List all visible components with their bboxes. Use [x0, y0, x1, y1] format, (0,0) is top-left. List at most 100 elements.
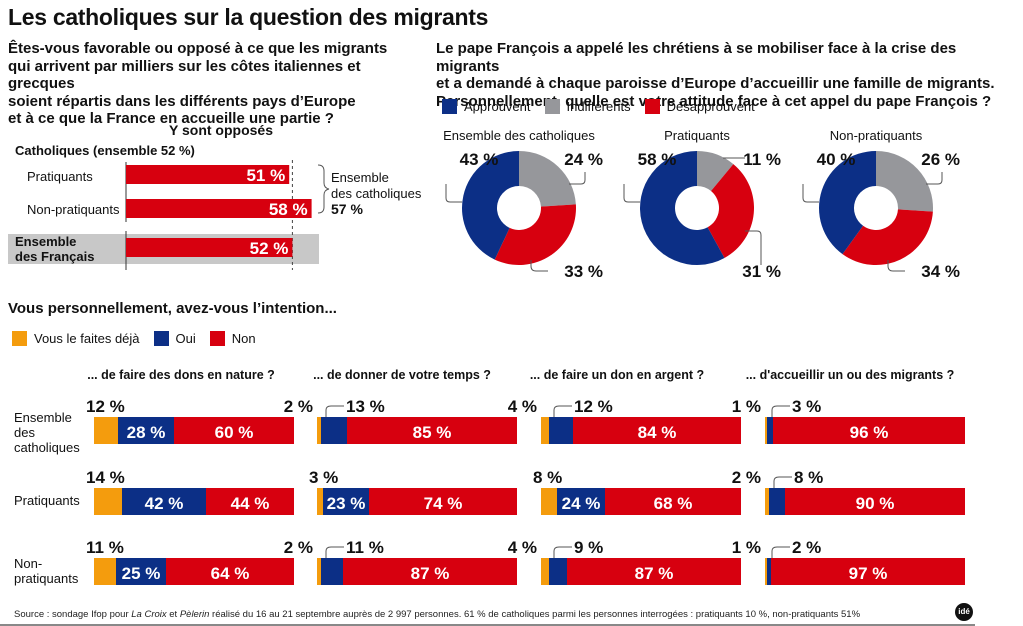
- legend-swatch-gray: [544, 99, 560, 114]
- legend-item-deja: Vous le faites déjà: [12, 331, 140, 346]
- leader-line: [569, 172, 586, 185]
- segment-value-label: 2 %: [284, 397, 313, 416]
- group-label: Catholiques (ensemble 52 %): [15, 143, 195, 158]
- stacked-segment: [321, 417, 347, 444]
- stacked-segment: [541, 558, 549, 585]
- row-label-line: Non-: [14, 556, 43, 571]
- segment-value-label: 11 %: [86, 538, 124, 557]
- segment-value-label: 1 %: [732, 538, 761, 557]
- stacked-segment: [549, 417, 573, 444]
- legend-label: Indifférents: [566, 99, 631, 114]
- row-label-pratiquants: Pratiquants: [14, 493, 80, 508]
- segment-value-label: 44 %: [231, 494, 270, 513]
- segment-value-label: 60 %: [215, 423, 254, 442]
- donut-slice: [640, 151, 725, 265]
- brace-label-line: Ensemble: [331, 170, 389, 185]
- bar: [126, 199, 312, 218]
- stacked-segment: [771, 558, 965, 585]
- stacked-segment: [369, 488, 517, 515]
- question-1-line: qui arrivent par milliers sur les côtes …: [8, 57, 361, 93]
- donut-legend: Approuvent Indifférents Désapprouvent: [442, 99, 769, 114]
- legend-swatch-blue: [153, 331, 169, 346]
- leader-line: [553, 546, 572, 558]
- segment-value-label: 12 %: [574, 397, 613, 416]
- legend-label: Oui: [175, 331, 196, 346]
- stacked-segment: [567, 558, 741, 585]
- ide-logo: idé: [955, 603, 973, 621]
- bar-value-label: 58 %: [269, 200, 308, 219]
- stacked-segment: [767, 558, 771, 585]
- donut-title: Pratiquants: [664, 128, 730, 143]
- stacked-segment: [541, 488, 557, 515]
- question-2-line: Personnellement, quelle est votre attitu…: [436, 92, 992, 110]
- legend-item-oui: Oui: [153, 331, 196, 346]
- segment-value-label: 74 %: [424, 494, 463, 513]
- source-text: et: [166, 609, 180, 620]
- stacked-segment: [166, 558, 294, 585]
- brace-icon: [317, 164, 330, 214]
- donut-slice: [519, 151, 576, 207]
- stacked-segment: [765, 558, 767, 585]
- question-2: Le pape François a appelé les chrétiens …: [436, 40, 1016, 110]
- segment-value-label: 3 %: [792, 397, 821, 416]
- stacked-segment: [317, 417, 321, 444]
- leader-line: [773, 476, 792, 488]
- segment-value-label: 14 %: [86, 468, 125, 487]
- question-2-line: et a demandé à chaque paroisse d’Europe …: [436, 75, 995, 92]
- bar-chart-title: Y sont opposés: [169, 122, 273, 138]
- leader-line: [553, 405, 572, 417]
- segment-value-label: 8 %: [794, 468, 823, 487]
- donut-slice: [818, 151, 876, 255]
- legend-label: Désapprouvent: [666, 99, 755, 114]
- stacked-segment: [94, 417, 118, 444]
- stacked-segment: [773, 417, 965, 444]
- stacked-segment: [557, 488, 605, 515]
- segment-value-label: 4 %: [508, 538, 537, 557]
- segment-value-label: 3 %: [309, 468, 338, 487]
- segment-value-label: 2 %: [792, 538, 821, 557]
- brace-label-line: des catholiques: [331, 186, 422, 201]
- row-label-line: des: [14, 425, 35, 440]
- stacked-legend: Vous le faites déjà Oui Non: [12, 331, 270, 346]
- stacked-segment: [573, 417, 741, 444]
- stacked-segment: [321, 558, 343, 585]
- legend-item-desapprouvent: Désapprouvent: [644, 99, 755, 114]
- row-label-ensemble: Ensemble des catholiques: [14, 410, 80, 455]
- leader-line: [745, 230, 762, 265]
- panel-title: ... de donner de votre temps ?: [313, 368, 491, 382]
- leader-line: [623, 184, 640, 203]
- leader-line: [887, 260, 905, 272]
- donut-value-label: 24 %: [564, 150, 603, 169]
- question-1-line: Êtes-vous favorable ou opposé à ce que l…: [8, 40, 388, 57]
- footer-divider: [0, 624, 975, 626]
- segment-value-label: 24 %: [562, 494, 601, 513]
- legend-item-indifferents: Indifférents: [544, 99, 631, 114]
- source-text: Source : sondage Ifop pour: [14, 609, 132, 620]
- segment-value-label: 97 %: [849, 564, 888, 583]
- stacked-segment: [116, 558, 166, 585]
- donut-slice: [462, 151, 519, 260]
- legend-swatch-orange: [12, 331, 27, 346]
- panel-title: ... d'accueillir un ou des migrants ?: [746, 368, 955, 382]
- source-publication: La Croix: [131, 609, 167, 620]
- leader-line: [530, 260, 548, 272]
- question-1-line: et à ce que la France en accueille une p…: [8, 110, 334, 127]
- segment-value-label: 68 %: [654, 494, 693, 513]
- legend-item-approuvent: Approuvent: [442, 99, 531, 114]
- segment-value-label: 8 %: [533, 468, 562, 487]
- stacked-segment: [769, 488, 785, 515]
- segment-value-label: 23 %: [327, 494, 366, 513]
- donut-value-label: 34 %: [921, 262, 960, 281]
- segment-value-label: 9 %: [574, 538, 603, 557]
- bar-category-label: Pratiquants: [27, 169, 93, 184]
- donut-value-label: 58 %: [638, 150, 677, 169]
- legend-label: Non: [231, 331, 256, 346]
- donut-value-label: 31 %: [742, 262, 781, 281]
- stacked-segment: [541, 417, 549, 444]
- leader-line: [771, 405, 790, 417]
- donut-value-label: 11 %: [743, 150, 781, 169]
- row-label-line: Pratiquants: [14, 493, 80, 508]
- leader-line: [445, 184, 462, 203]
- stacked-segment: [765, 417, 767, 444]
